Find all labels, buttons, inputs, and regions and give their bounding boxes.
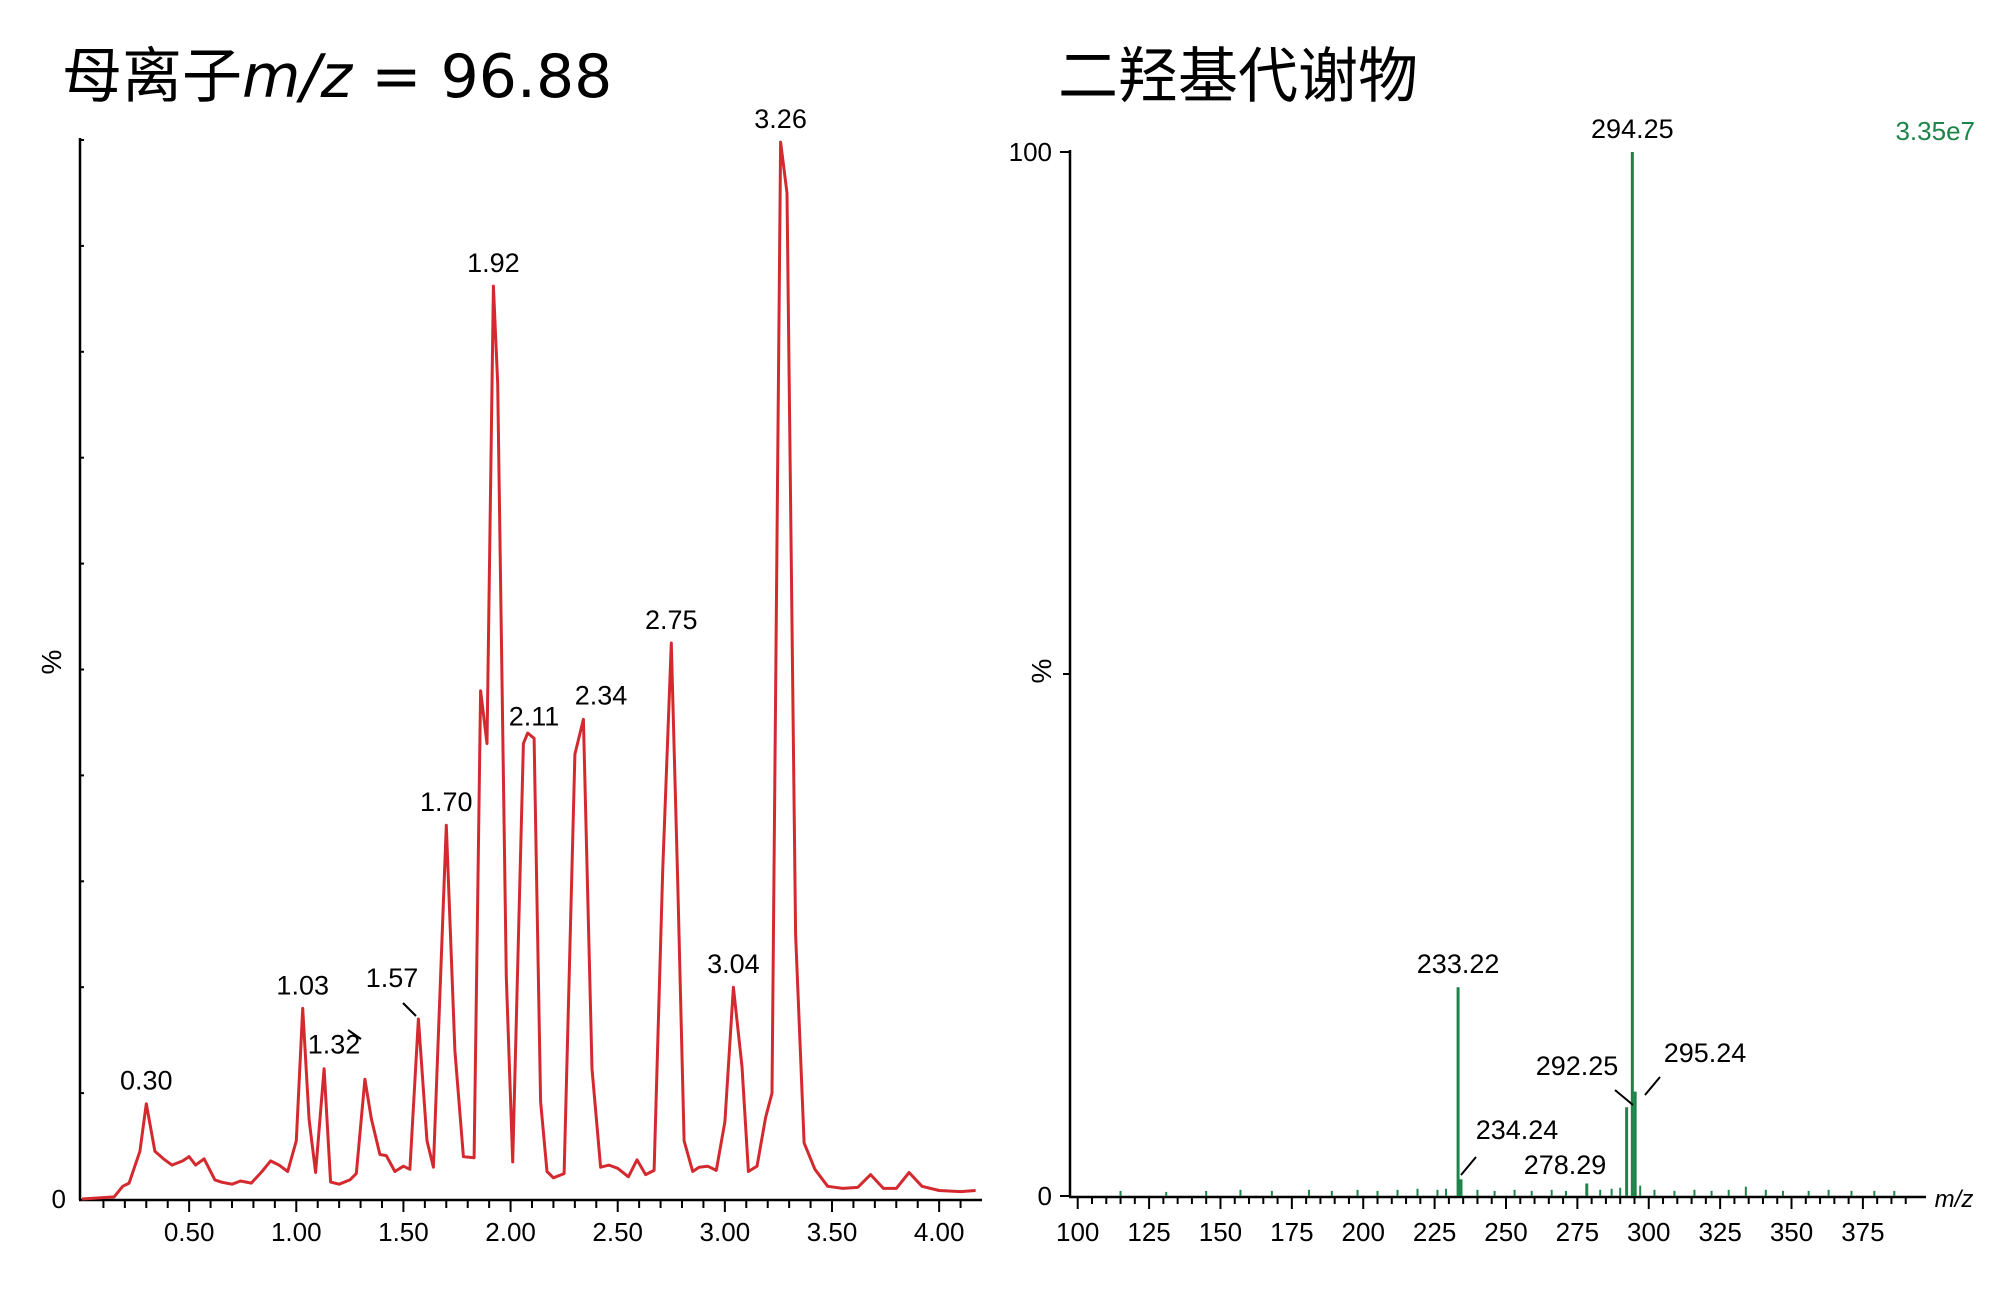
- spectrum-title: 二羟基代谢物: [1058, 42, 1418, 112]
- peak-label: 233.22: [1417, 949, 1500, 979]
- peak-label: 3.04: [707, 949, 760, 979]
- title-mz: m/z: [242, 42, 353, 112]
- title-value: = 96.88: [371, 42, 613, 112]
- x-tick-label: 4.00: [914, 1217, 965, 1247]
- leader-line: [402, 1002, 417, 1017]
- peak-label: 3.26: [754, 104, 807, 134]
- peak-label: 1.32: [308, 1029, 361, 1059]
- leader-line: [347, 1029, 362, 1040]
- x-tick-label: 175: [1270, 1217, 1313, 1247]
- x-tick-label: 200: [1342, 1217, 1385, 1247]
- chromatogram-chart: 0.50 1.00 1.50 2.00 2.50 3.00 3.50 4.00 0% 0.30 1.…: [36, 104, 982, 1247]
- peak-label: 1.70: [420, 787, 473, 817]
- peak-label: 278.29: [1524, 1150, 1607, 1180]
- leader-line: [1460, 1156, 1477, 1176]
- x-tick-label: 375: [1841, 1217, 1884, 1247]
- x-tick-label: 300: [1627, 1217, 1670, 1247]
- peak-label: 292.25: [1536, 1051, 1619, 1081]
- x-tick-label: 3.50: [807, 1217, 858, 1247]
- x-tick-label: 100: [1056, 1217, 1099, 1247]
- x-tick-label: 350: [1770, 1217, 1813, 1247]
- y-axis-label: %: [36, 650, 67, 675]
- x-tick-label: 250: [1484, 1217, 1527, 1247]
- x-tick-label: 2.00: [485, 1217, 536, 1247]
- y-axis-label: %: [1026, 659, 1057, 684]
- x-tick-label: 1.00: [271, 1217, 322, 1247]
- intensity-label: 3.35e7: [1895, 116, 1975, 146]
- x-tick-label: 1.50: [378, 1217, 429, 1247]
- peak-label: 0.30: [120, 1066, 173, 1096]
- x-tick-label: 275: [1556, 1217, 1599, 1247]
- title-prefix: 母离子: [62, 42, 242, 112]
- y-tick-label: 0: [52, 1184, 66, 1214]
- x-tick-label: 0.50: [164, 1217, 215, 1247]
- x-tick-label: 125: [1127, 1217, 1170, 1247]
- x-tick-label: 225: [1413, 1217, 1456, 1247]
- x-tick-label: 325: [1698, 1217, 1741, 1247]
- x-tick-label: 3.00: [700, 1217, 751, 1247]
- peak-label: 2.34: [575, 680, 628, 710]
- x-tick-label: 150: [1199, 1217, 1242, 1247]
- peak-label: 295.24: [1664, 1038, 1747, 1068]
- peak-label: 234.24: [1476, 1115, 1559, 1145]
- leader-line: [1644, 1076, 1661, 1096]
- chromatogram-title: 母离子m/z = 96.88: [62, 28, 612, 115]
- leader-line: [1614, 1089, 1634, 1106]
- y-tick-label: 0: [1038, 1181, 1052, 1211]
- peak-label: 1.03: [276, 970, 329, 1000]
- peak-label: 1.57: [366, 963, 419, 993]
- peak-label: 294.25: [1591, 114, 1674, 144]
- peak-label: 2.75: [645, 605, 698, 635]
- y-tick-label: 100: [1009, 137, 1052, 167]
- peak-label: 2.11: [509, 701, 560, 731]
- chromatogram-trace: [81, 140, 976, 1201]
- x-axis-label: m/z: [1935, 1186, 1974, 1213]
- peak-label: 1.92: [467, 248, 520, 278]
- x-tick-label: 2.50: [592, 1217, 643, 1247]
